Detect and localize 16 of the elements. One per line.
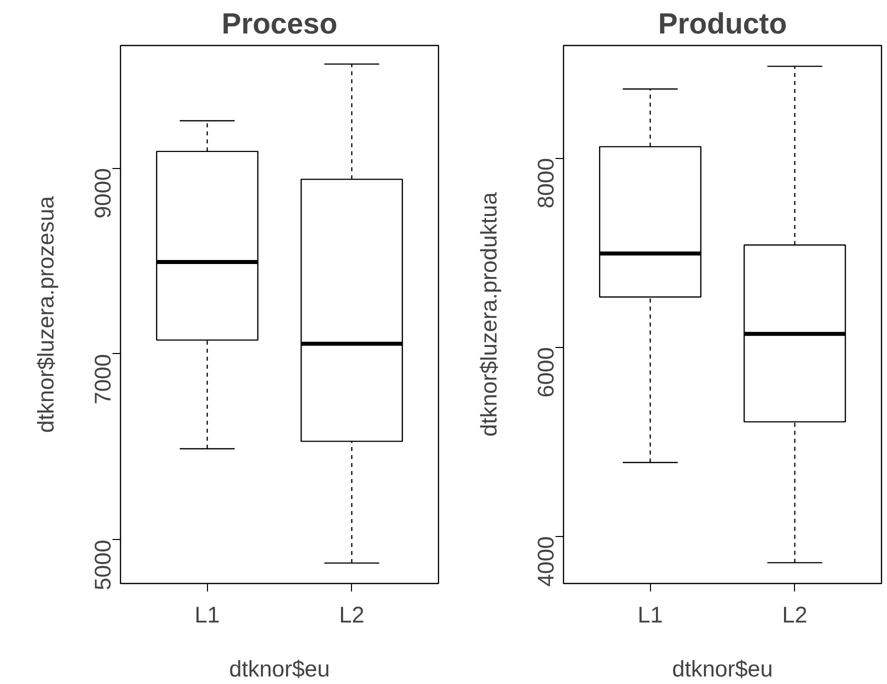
x-tick-label: L2 — [339, 602, 364, 628]
y-tick-label: 8000 — [532, 158, 558, 208]
chart-title: Producto — [658, 8, 787, 40]
y-axis-title: dtknor$luzera.prozesua — [32, 196, 58, 433]
x-tick-label: L1 — [194, 602, 220, 628]
y-tick-label: 7000 — [90, 354, 116, 404]
x-axis-title: dtknor$eu — [229, 656, 330, 682]
x-axis-title: dtknor$eu — [672, 656, 773, 682]
y-tick-label: 4000 — [532, 536, 558, 587]
y-tick-label: 5000 — [90, 540, 116, 590]
x-tick-label: L2 — [782, 602, 808, 628]
y-tick-label: 9000 — [90, 168, 116, 219]
x-tick-label: L1 — [638, 602, 663, 628]
chart-title: Proceso — [222, 8, 338, 40]
y-tick-label: 6000 — [532, 347, 558, 398]
y-axis-title: dtknor$luzera.produktua — [476, 192, 502, 437]
